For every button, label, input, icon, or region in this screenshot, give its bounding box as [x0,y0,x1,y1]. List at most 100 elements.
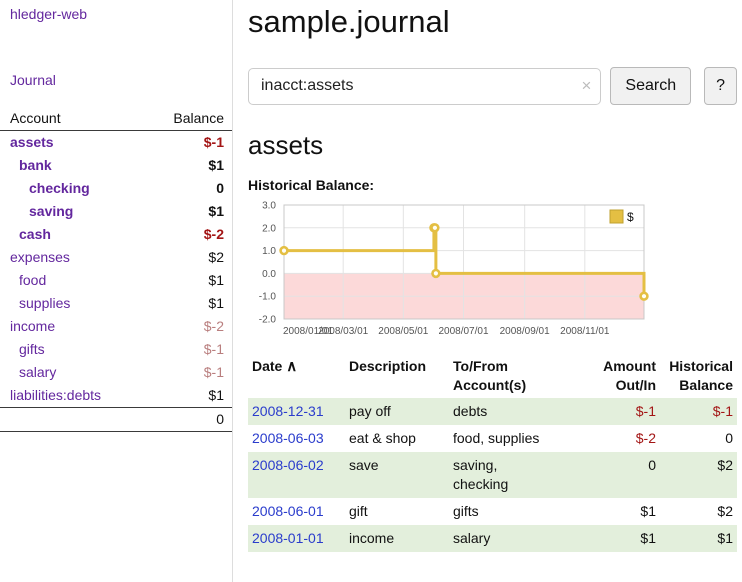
register-date-link[interactable]: 2008-06-02 [252,457,324,473]
account-row: salary $-1 [0,361,232,384]
register-amount: $1 [640,530,656,546]
register-description: gift [349,503,368,519]
account-balance: $-1 [203,134,224,150]
svg-text:2008/11/01: 2008/11/01 [560,326,610,337]
svg-text:2008/03/01: 2008/03/01 [318,326,368,337]
account-link-supplies[interactable]: supplies [19,295,71,311]
register-account: food, supplies [453,430,540,446]
account-column-header: To/From Account(s) [453,358,527,393]
search-button[interactable]: Search [610,67,692,105]
account-row: cash $-2 [0,223,232,246]
svg-text:2008/01/01: 2008/01/01 [283,326,333,337]
register-amount: $-1 [635,403,656,419]
register-date-link[interactable]: 2008-12-31 [252,403,324,419]
account-link-income[interactable]: income [10,318,56,334]
account-link-salary[interactable]: salary [19,364,57,380]
account-heading: assets [248,130,324,160]
accounts-total-row: 0 [0,407,232,432]
amount-column-header: Amount Out/In [603,358,656,393]
svg-text:$: $ [627,210,634,224]
svg-text:2.0: 2.0 [262,223,276,234]
register-row: 2008-06-02 save saving, checking 0 $2 [248,452,737,498]
main-content: sample.journal × Search ? assets Histori… [248,0,737,552]
sidebar: hledger-web Journal Account Balance asse… [0,0,233,582]
register-description: income [349,530,395,546]
account-balance: $-2 [203,226,224,242]
register-table: Date ∧ Description To/From Account(s) Am… [248,354,737,552]
account-balance: $1 [208,157,224,173]
page-title: sample.journal [248,4,450,39]
register-account: debts [453,403,488,419]
register-description: save [349,457,379,473]
register-date-link[interactable]: 2008-06-01 [252,503,324,519]
clear-search-icon[interactable]: × [581,75,592,95]
account-row: checking 0 [0,177,232,200]
account-link-gifts[interactable]: gifts [19,341,45,357]
account-row: saving $1 [0,200,232,223]
register-balance: $2 [717,457,733,473]
account-balance: $1 [208,272,224,288]
accounts-tree: Account Balance assets $-1 bank $1 check… [0,108,232,432]
search-input[interactable] [248,67,602,105]
accounts-total-balance: 0 [216,411,224,427]
register-account: salary [453,530,491,546]
register-description: pay off [349,403,391,419]
svg-text:-2.0: -2.0 [259,315,277,326]
account-link-food[interactable]: food [19,272,47,288]
register-row: 2008-06-01 gift gifts $1 $2 [248,498,737,525]
account-row: supplies $1 [0,292,232,315]
balance-column-header: Balance [173,110,224,126]
register-balance: 0 [725,430,733,446]
account-link-assets[interactable]: assets [10,134,54,150]
register-amount: 0 [648,457,656,473]
account-link-liabilities-debts[interactable]: liabilities:debts [10,387,102,403]
register-amount: $1 [640,503,656,519]
chart-title: Historical Balance: [248,177,375,193]
account-row: gifts $-1 [0,338,232,361]
account-column-header: Account [10,110,61,126]
account-link-bank[interactable]: bank [19,157,52,173]
description-column-header: Description [349,358,427,374]
balance-column-header: Historical Balance [669,358,733,393]
svg-text:2008/05/01: 2008/05/01 [378,326,428,337]
register-balance: $-1 [712,403,733,419]
account-balance: $-1 [203,341,224,357]
register-date-link[interactable]: 2008-01-01 [252,530,324,546]
register-description: eat & shop [349,430,416,446]
account-link-checking[interactable]: checking [29,180,90,196]
account-row: income $-2 [0,315,232,338]
account-balance: 0 [216,180,224,196]
register-balance: $2 [717,503,733,519]
register-account: saving, checking [453,457,509,492]
register-header-row: Date ∧ Description To/From Account(s) Am… [248,354,737,398]
search-form: × Search ? [248,67,737,105]
svg-text:0.0: 0.0 [262,269,276,280]
account-balance: $1 [208,387,224,403]
register-row: 2008-06-03 eat & shop food, supplies $-2… [248,425,737,452]
account-link-expenses[interactable]: expenses [10,249,70,265]
account-balance: $1 [208,203,224,219]
account-balance: $-1 [203,364,224,380]
journal-nav-link[interactable]: Journal [10,72,56,88]
account-row: expenses $2 [0,246,232,269]
register-balance: $1 [717,530,733,546]
balance-chart: 3.0 2.0 1.0 0.0 -1.0 -2.0 2008/01/012008/03/01… [259,201,649,337]
register-account: gifts [453,503,479,519]
svg-text:2008/07/01: 2008/07/01 [438,326,488,337]
help-button[interactable]: ? [704,67,737,105]
svg-text:1.0: 1.0 [262,246,276,257]
account-balance: $2 [208,249,224,265]
svg-text:-1.0: -1.0 [259,292,277,303]
account-row: assets $-1 [0,131,232,154]
account-row: food $1 [0,269,232,292]
svg-text:2008/09/01: 2008/09/01 [500,326,550,337]
account-row: bank $1 [0,154,232,177]
app-title-link[interactable]: hledger-web [10,6,88,22]
svg-text:3.0: 3.0 [262,201,276,212]
account-link-saving[interactable]: saving [29,203,74,219]
accounts-header: Account Balance [0,108,232,131]
register-date-link[interactable]: 2008-06-03 [252,430,324,446]
date-column-header[interactable]: Date ∧ [252,358,298,375]
account-link-cash[interactable]: cash [19,226,51,242]
register-row: 2008-12-31 pay off debts $-1 $-1 [248,398,737,425]
